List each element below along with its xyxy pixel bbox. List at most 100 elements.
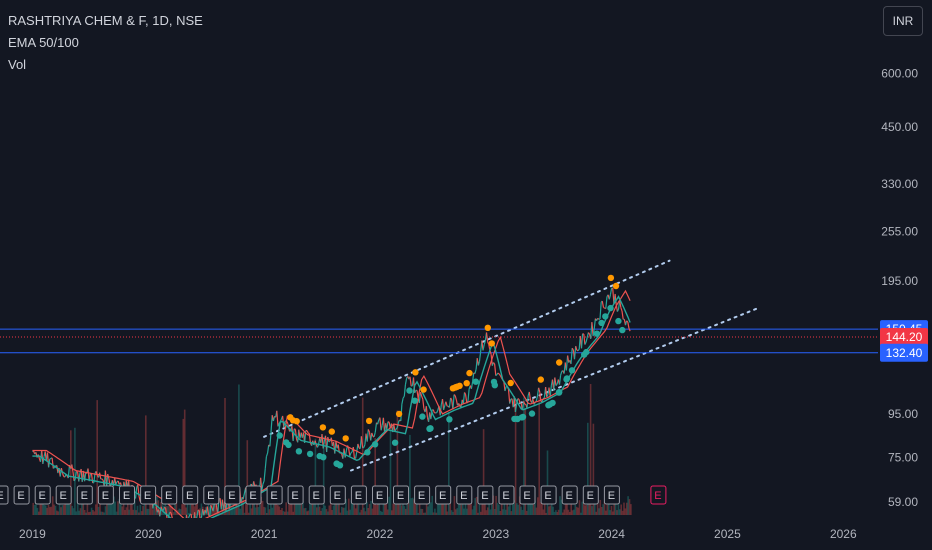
earnings-marker[interactable]: E	[498, 485, 515, 505]
earnings-marker[interactable]: E	[0, 485, 9, 505]
earnings-marker-box[interactable]	[540, 485, 557, 505]
earnings-marker[interactable]: E	[224, 485, 241, 505]
earnings-marker[interactable]: E	[140, 485, 157, 505]
earnings-marker-box[interactable]	[582, 485, 599, 505]
earnings-marker-box[interactable]	[13, 485, 30, 505]
volume-bar	[293, 501, 296, 515]
currency-button[interactable]: INR	[883, 6, 923, 36]
earnings-marker-box[interactable]	[372, 485, 388, 505]
earnings-marker[interactable]: E	[582, 485, 599, 505]
earnings-marker-box[interactable]	[182, 485, 199, 505]
volume-bar	[296, 501, 299, 515]
volume-bar	[81, 500, 83, 515]
earnings-marker[interactable]: E	[603, 485, 620, 505]
earnings-marker-box[interactable]	[0, 485, 9, 505]
earnings-marker-label: E	[17, 490, 24, 502]
earnings-marker[interactable]: E	[308, 485, 325, 505]
earnings-marker[interactable]: E	[13, 485, 30, 505]
earnings-marker[interactable]: E	[372, 485, 388, 505]
earnings-marker-box[interactable]	[519, 485, 536, 505]
earnings-marker-box[interactable]	[161, 485, 178, 505]
earnings-marker-box[interactable]	[477, 485, 494, 505]
earnings-marker[interactable]: E	[245, 485, 262, 505]
indicator-ema-label[interactable]: EMA 50/100	[8, 35, 79, 50]
earnings-marker[interactable]: E	[329, 485, 346, 505]
earnings-marker[interactable]: E	[34, 485, 51, 505]
price-axis[interactable]: 600.00 450.00 330.00 255.00 195.00 95.00 75.00…	[878, 0, 932, 550]
price-candle	[580, 333, 584, 349]
earnings-marker-box[interactable]	[650, 485, 667, 505]
earnings-marker-box[interactable]	[140, 485, 157, 505]
earnings-marker-box[interactable]	[456, 485, 473, 505]
earnings-marker[interactable]: E	[182, 485, 199, 505]
earnings-marker-box[interactable]	[561, 485, 578, 505]
earnings-marker-box[interactable]	[119, 485, 135, 505]
earnings-marker[interactable]: E	[561, 485, 578, 505]
sell-signal-marker	[556, 359, 563, 366]
earnings-marker-box[interactable]	[55, 485, 72, 505]
earnings-marker[interactable]: E	[435, 485, 452, 505]
price-candle	[587, 332, 591, 335]
earnings-marker[interactable]: E	[119, 485, 135, 505]
earnings-marker[interactable]: E	[477, 485, 494, 505]
volume-bar	[85, 512, 87, 515]
time-axis-tick: 2019	[19, 527, 46, 541]
earnings-marker[interactable]: E	[414, 485, 431, 505]
buy-signal-marker	[446, 416, 453, 423]
volume-bar	[83, 510, 86, 515]
earnings-marker-box[interactable]	[224, 485, 241, 505]
symbol-title[interactable]: RASHTRIYA CHEM & F, 1D, NSE	[8, 13, 203, 28]
earnings-marker-label: E	[207, 490, 214, 502]
price-candle	[463, 392, 467, 395]
volume-bar	[584, 505, 586, 515]
channel-upper-line[interactable]	[263, 259, 671, 438]
earnings-marker[interactable]: E	[393, 485, 409, 505]
earnings-marker[interactable]: E	[540, 485, 557, 505]
earnings-marker-box[interactable]	[329, 485, 346, 505]
earnings-marker-box[interactable]	[97, 485, 114, 505]
earnings-marker[interactable]: E	[266, 485, 283, 505]
volume-bar	[179, 509, 182, 515]
earnings-marker-future[interactable]: E	[650, 485, 667, 505]
earnings-marker[interactable]: E	[161, 485, 178, 505]
earnings-marker-box[interactable]	[34, 485, 51, 505]
earnings-marker[interactable]: E	[55, 485, 72, 505]
earnings-marker-box[interactable]	[308, 485, 325, 505]
earnings-marker-box[interactable]	[245, 485, 262, 505]
earnings-marker[interactable]: E	[76, 485, 93, 505]
volume-bar	[606, 504, 609, 515]
volume-bar	[239, 508, 242, 515]
volume-bar	[417, 512, 420, 515]
volume-bar	[366, 501, 368, 515]
earnings-marker[interactable]: E	[519, 485, 536, 505]
earnings-marker[interactable]: E	[203, 485, 220, 505]
horizontal-lines[interactable]	[0, 328, 878, 354]
earnings-marker-box[interactable]	[266, 485, 283, 505]
earnings-marker-box[interactable]	[287, 485, 304, 505]
channel-lines[interactable]	[263, 259, 758, 472]
earnings-marker-box[interactable]	[435, 485, 452, 505]
earnings-marker[interactable]: E	[287, 485, 304, 505]
indicator-vol-label[interactable]: Vol	[8, 57, 27, 72]
earnings-marker-box[interactable]	[76, 485, 93, 505]
ema-100-line	[32, 289, 631, 526]
earnings-marker[interactable]: E	[350, 485, 367, 505]
earnings-marker-box[interactable]	[203, 485, 220, 505]
price-candle	[386, 421, 389, 430]
volume-bar	[598, 508, 600, 515]
earnings-markers[interactable]: EEEEEEEEEEEEEEEEEEEEEEEEEEEEEEE	[0, 485, 667, 505]
volume-bar	[470, 498, 472, 515]
earnings-marker-box[interactable]	[414, 485, 431, 505]
volume-bar	[185, 507, 187, 515]
volume-bar	[58, 500, 61, 515]
earnings-marker-box[interactable]	[393, 485, 409, 505]
earnings-marker-box[interactable]	[498, 485, 515, 505]
price-candle	[380, 425, 383, 431]
earnings-marker-box[interactable]	[603, 485, 620, 505]
time-axis[interactable]: 2019 2020 2021 2022 2023 2024 2025 2026	[0, 518, 932, 550]
earnings-marker-box[interactable]	[350, 485, 367, 505]
volume-bar	[265, 513, 268, 515]
earnings-marker[interactable]: E	[97, 485, 114, 505]
earnings-marker[interactable]: E	[456, 485, 473, 505]
